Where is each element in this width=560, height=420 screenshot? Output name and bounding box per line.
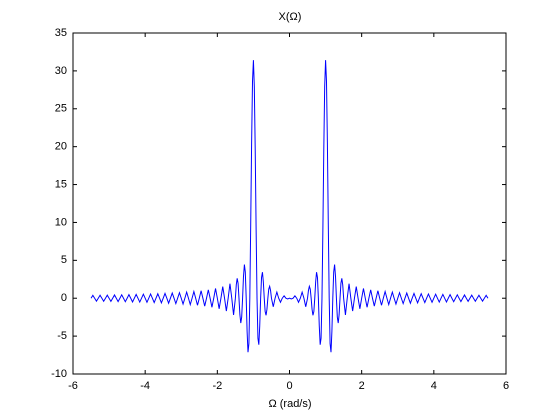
y-tick-label: 25 bbox=[55, 103, 67, 115]
x-tick-label: -2 bbox=[212, 380, 222, 392]
y-tick-label: 10 bbox=[55, 216, 67, 228]
x-tick-label: 0 bbox=[286, 380, 292, 392]
y-tick-label: 30 bbox=[55, 65, 67, 77]
y-tick-label: 0 bbox=[61, 292, 67, 304]
y-tick-label: -10 bbox=[51, 368, 67, 380]
y-tick-label: 20 bbox=[55, 141, 67, 153]
y-tick-label: 35 bbox=[55, 27, 67, 39]
y-tick-label: -5 bbox=[57, 330, 67, 342]
x-tick-label: -4 bbox=[140, 380, 150, 392]
y-tick-label: 15 bbox=[55, 178, 67, 190]
x-axis-label: Ω (rad/s) bbox=[268, 398, 311, 410]
y-tick-label: 5 bbox=[61, 254, 67, 266]
x-tick-label: -6 bbox=[68, 380, 78, 392]
plot-frame bbox=[72, 32, 507, 375]
chart-title: X(Ω) bbox=[279, 11, 302, 23]
data-line bbox=[90, 60, 489, 353]
x-tick-label: 2 bbox=[359, 380, 365, 392]
x-tick-label: 6 bbox=[503, 380, 509, 392]
x-tick-label: 4 bbox=[431, 380, 437, 392]
